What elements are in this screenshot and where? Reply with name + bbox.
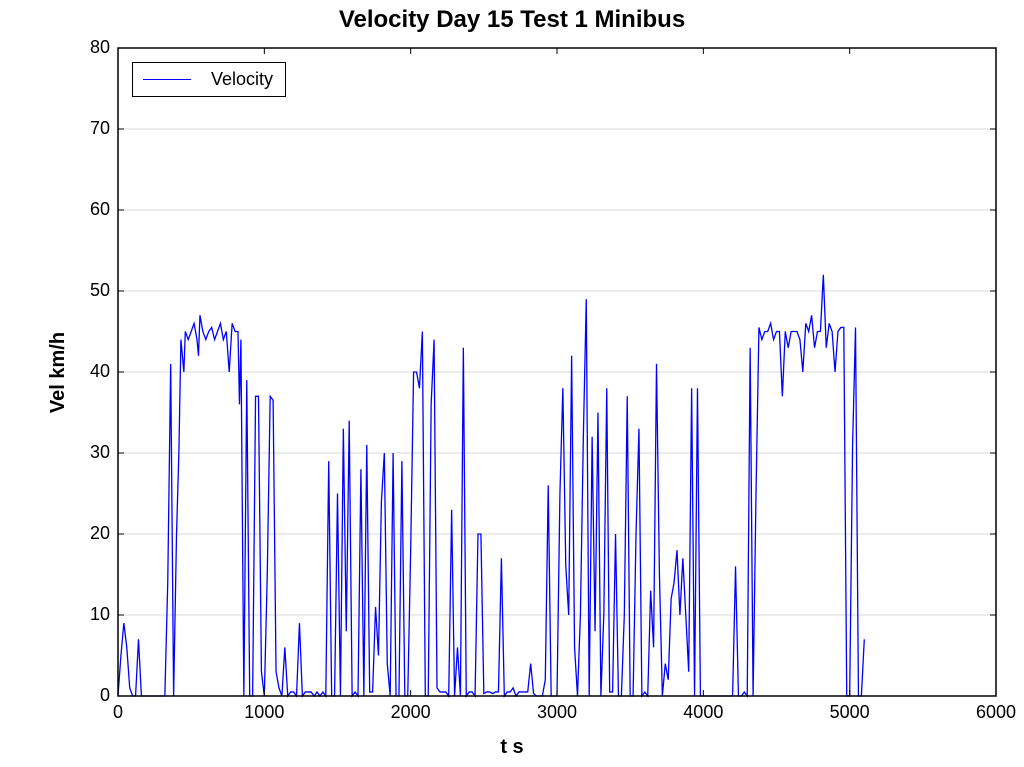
y-tick-label: 40	[90, 361, 110, 382]
y-tick-label: 70	[90, 118, 110, 139]
y-tick-label: 60	[90, 199, 110, 220]
legend-line-sample	[143, 79, 191, 80]
y-tick-label: 30	[90, 442, 110, 463]
x-tick-label: 5000	[820, 702, 880, 723]
x-tick-label: 6000	[966, 702, 1024, 723]
legend: Velocity	[132, 62, 286, 97]
chart-container: Velocity Day 15 Test 1 Minibus Vel km/h …	[0, 0, 1024, 767]
x-tick-label: 3000	[527, 702, 587, 723]
y-tick-label: 0	[100, 685, 110, 706]
x-tick-label: 0	[88, 702, 148, 723]
x-axis-label: t s	[0, 736, 1024, 759]
x-tick-label: 4000	[673, 702, 733, 723]
y-tick-label: 20	[90, 523, 110, 544]
x-tick-label: 1000	[234, 702, 294, 723]
legend-label: Velocity	[211, 69, 273, 90]
y-axis-label: Vel km/h	[18, 48, 99, 696]
chart-title: Velocity Day 15 Test 1 Minibus	[0, 6, 1024, 34]
y-tick-label: 50	[90, 280, 110, 301]
x-tick-label: 2000	[381, 702, 441, 723]
plot-area	[0, 0, 1024, 767]
y-tick-label: 80	[90, 37, 110, 58]
y-tick-label: 10	[90, 604, 110, 625]
